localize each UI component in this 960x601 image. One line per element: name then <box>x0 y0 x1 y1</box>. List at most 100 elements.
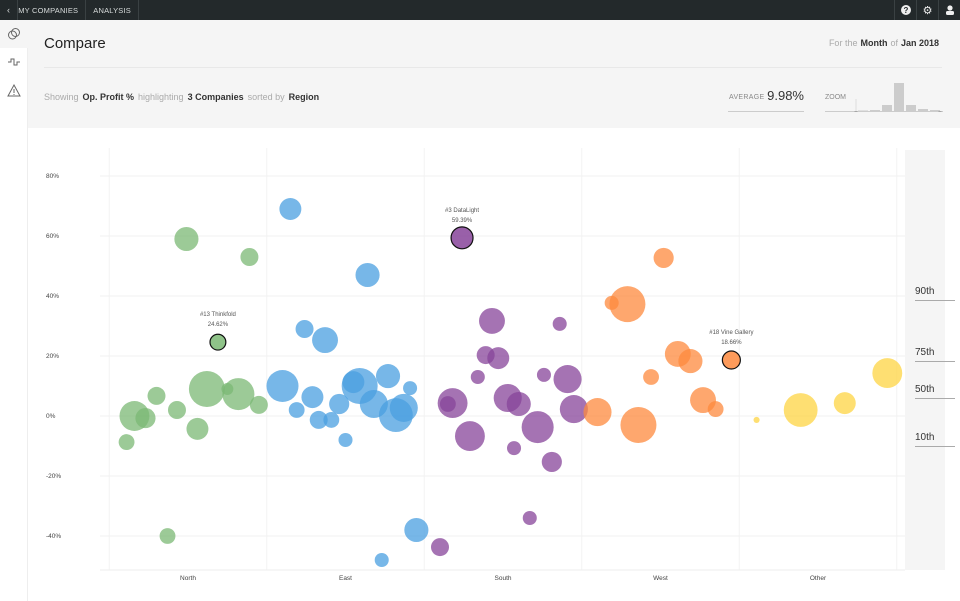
company-bubble[interactable] <box>479 307 505 334</box>
company-bubble[interactable] <box>541 451 562 472</box>
company-bubble[interactable] <box>147 386 166 405</box>
company-bubble[interactable] <box>653 247 674 268</box>
company-bubble[interactable] <box>240 248 259 266</box>
warning-icon <box>7 83 21 96</box>
y-tick-label: 80% <box>46 173 59 180</box>
company-bubble[interactable] <box>620 407 657 443</box>
zoom-histogram[interactable] <box>825 78 943 112</box>
company-bubble[interactable] <box>643 369 659 385</box>
company-bubble[interactable] <box>439 396 456 412</box>
histogram-bar <box>870 110 880 111</box>
company-bubble[interactable] <box>522 510 537 526</box>
page-title: Compare <box>44 35 106 52</box>
company-bubble[interactable] <box>167 401 186 419</box>
company-bubble[interactable] <box>553 365 582 394</box>
company-bubble[interactable] <box>301 386 324 409</box>
highlight-label-value: 18.66% <box>721 340 742 346</box>
histogram-bar <box>858 110 868 111</box>
nav-analysis[interactable]: ANALYSIS <box>86 0 139 20</box>
company-bubble[interactable] <box>312 327 338 354</box>
highlight-dropdown[interactable]: 3 Companies <box>187 92 244 102</box>
percentile-label: 75th <box>915 347 955 362</box>
top-nav-bar: ‹ MY COMPANIES ANALYSIS ? ⚙ <box>0 0 960 20</box>
highlighted-company-bubble[interactable] <box>721 350 741 370</box>
company-bubble[interactable] <box>506 391 531 417</box>
company-bubble[interactable] <box>279 198 302 220</box>
period-dropdown[interactable]: Month <box>860 38 888 48</box>
sort-dropdown[interactable]: Region <box>288 92 320 102</box>
company-bubble[interactable] <box>454 421 485 452</box>
company-bubble[interactable] <box>266 369 299 403</box>
company-bubble[interactable] <box>678 349 703 374</box>
metric-dropdown[interactable]: Op. Profit % <box>82 92 135 102</box>
zoom-control: ZOOM <box>825 78 943 112</box>
x-tick-label: North <box>180 575 196 582</box>
svg-text:?: ? <box>903 6 908 15</box>
company-bubble[interactable] <box>583 398 612 427</box>
sidebar-item-pulse[interactable] <box>0 48 28 76</box>
company-bubble[interactable] <box>159 528 176 544</box>
user-icon[interactable] <box>938 0 960 20</box>
help-icon[interactable]: ? <box>894 0 916 20</box>
company-bubble[interactable] <box>552 316 567 331</box>
company-bubble[interactable] <box>609 286 646 323</box>
highlighted-company-bubble[interactable] <box>450 226 474 250</box>
company-bubble[interactable] <box>375 364 401 389</box>
compare-icon <box>8 28 20 40</box>
company-bubble[interactable] <box>403 381 418 396</box>
company-bubble[interactable] <box>135 408 156 429</box>
company-bubble[interactable] <box>188 371 225 407</box>
company-bubble[interactable] <box>507 441 522 456</box>
company-bubble[interactable] <box>753 416 760 423</box>
sorted-by-label: sorted by <box>247 92 285 102</box>
company-bubble[interactable] <box>342 371 365 394</box>
company-bubble[interactable] <box>329 393 350 415</box>
company-bubble[interactable] <box>174 226 199 252</box>
company-bubble[interactable] <box>295 320 314 338</box>
company-bubble[interactable] <box>604 295 619 310</box>
company-bubble[interactable] <box>559 395 588 424</box>
highlight-label-name: #3 DataLight <box>445 208 479 214</box>
sidebar-item-compare[interactable] <box>0 20 28 48</box>
company-bubble[interactable] <box>309 410 328 429</box>
company-bubble[interactable] <box>783 393 818 427</box>
company-bubble[interactable] <box>323 411 340 428</box>
company-bubble[interactable] <box>521 411 554 444</box>
back-button[interactable]: ‹ <box>0 0 19 20</box>
average-stat: AVERAGE 9.98% <box>728 88 804 112</box>
y-tick-label: 40% <box>46 293 59 300</box>
highlight-label-name: #13 Thinkfold <box>200 312 236 318</box>
company-bubble[interactable] <box>707 401 724 418</box>
company-bubble[interactable] <box>487 347 510 370</box>
highlight-label-name: #18 Vine Gallery <box>709 330 753 336</box>
company-bubble[interactable] <box>872 358 903 389</box>
company-bubble[interactable] <box>374 552 389 568</box>
company-bubble[interactable] <box>221 383 234 395</box>
company-bubble[interactable] <box>536 367 551 382</box>
company-bubble[interactable] <box>833 392 856 415</box>
company-bubble[interactable] <box>249 395 268 414</box>
company-bubble[interactable] <box>288 402 305 418</box>
date-dropdown[interactable]: Jan 2018 <box>900 38 939 48</box>
chevron-left-icon: ‹ <box>7 5 11 15</box>
period-of: of <box>890 38 898 48</box>
company-bubble[interactable] <box>470 369 485 385</box>
highlighting-label: highlighting <box>138 92 184 102</box>
page-header: Compare For the Month of Jan 2018 Showing Op… <box>28 20 960 128</box>
bubble-chart: -40% -20% 0% 20% 40% 60% 80% North East South West… <box>28 128 960 601</box>
company-bubble[interactable] <box>186 417 209 440</box>
y-tick-label: -40% <box>46 533 61 540</box>
gear-icon[interactable]: ⚙ <box>916 0 938 20</box>
company-bubble[interactable] <box>118 434 135 451</box>
company-bubble[interactable] <box>389 393 418 422</box>
company-bubble[interactable] <box>404 517 429 543</box>
company-bubble[interactable] <box>338 432 353 448</box>
nav-my-companies[interactable]: MY COMPANIES <box>11 0 87 20</box>
zoom-label: ZOOM <box>825 94 846 101</box>
company-bubble[interactable] <box>431 538 449 557</box>
pulse-icon <box>8 58 20 66</box>
company-bubble[interactable] <box>355 262 380 288</box>
histogram-bar <box>882 105 892 111</box>
sidebar-item-alerts[interactable] <box>0 76 28 104</box>
highlighted-company-bubble[interactable] <box>209 333 227 351</box>
